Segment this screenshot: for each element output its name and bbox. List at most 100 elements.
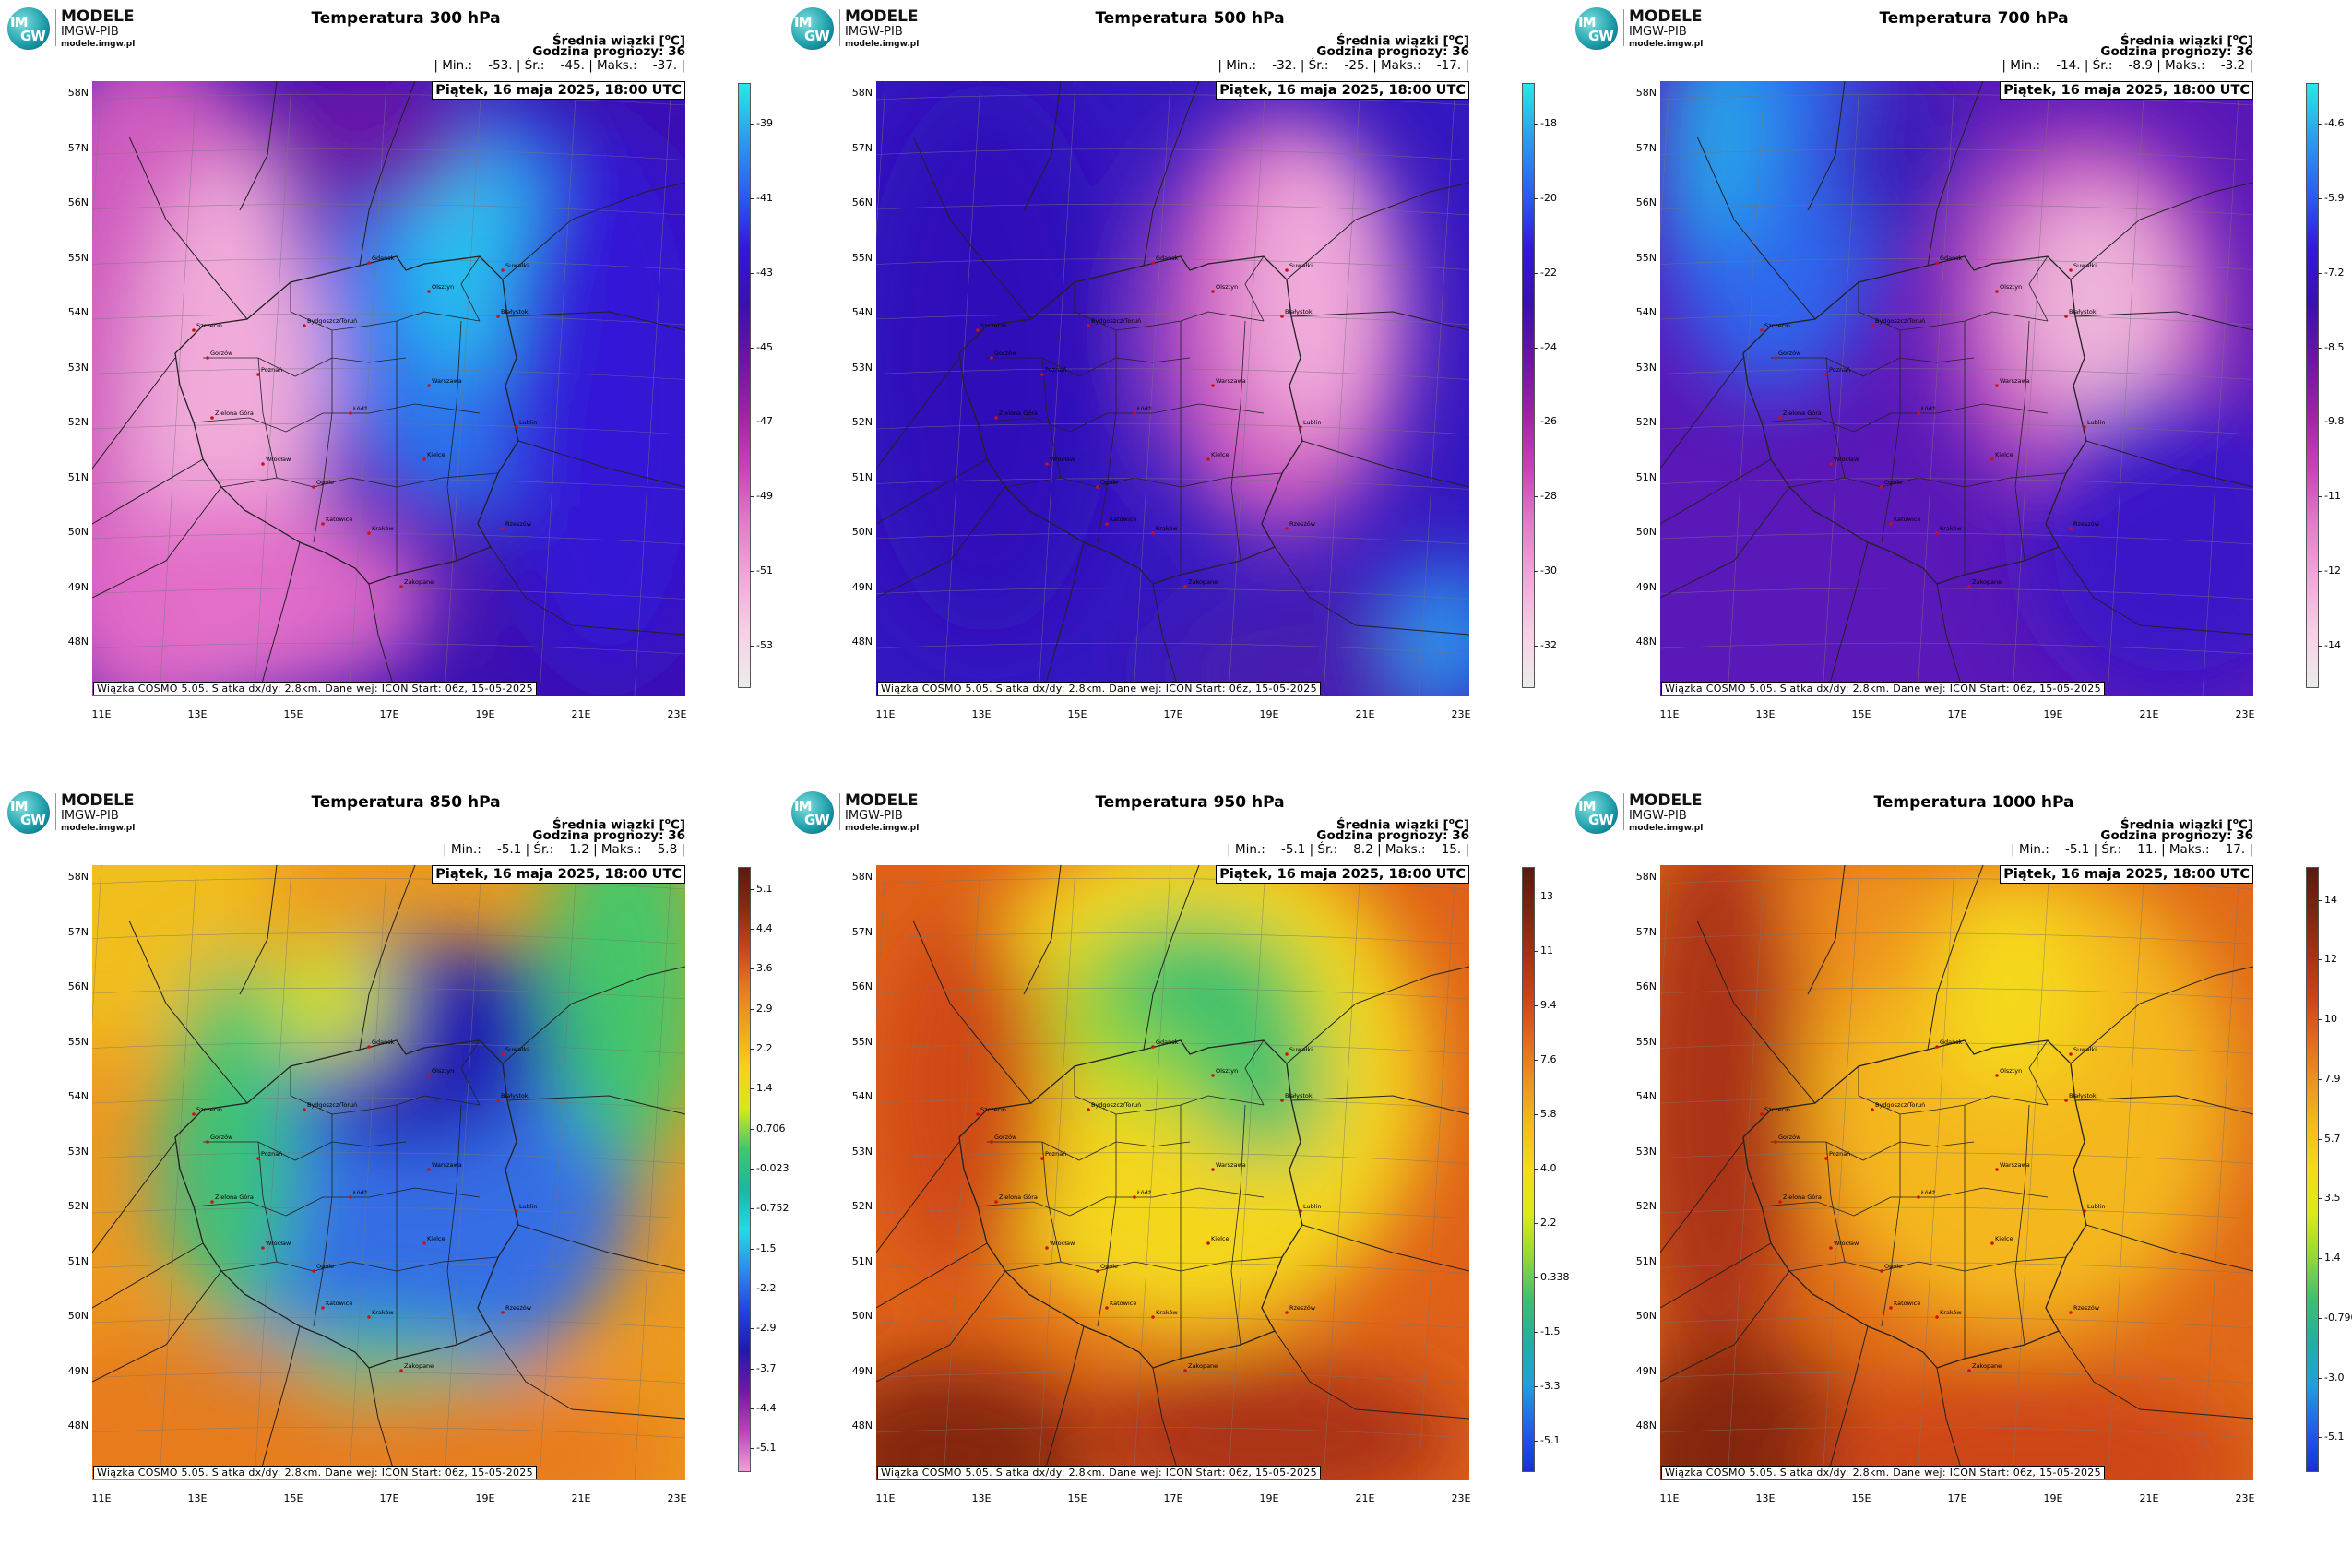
latitude-label: 53N bbox=[67, 1145, 89, 1158]
colorbar-tick bbox=[2318, 570, 2322, 572]
longitude-label: 13E bbox=[187, 708, 208, 720]
city-label: Olsztyn bbox=[2000, 283, 2022, 291]
logo-emblem-icon: IM GW bbox=[7, 7, 50, 50]
colorbar-label: -5.1 bbox=[2324, 1431, 2345, 1443]
map-canvas: Gdańsk Olsztyn Suwałki Białystok Szczecin Byd… bbox=[876, 81, 1469, 696]
city-marker bbox=[210, 1200, 214, 1204]
colorbar-label: 13 bbox=[1540, 890, 1553, 903]
latitude-label: 51N bbox=[851, 1254, 873, 1267]
city-label: Katowice bbox=[1894, 516, 1920, 523]
valid-date: Piątek, 16 maja 2025, 18:00 UTC bbox=[2000, 865, 2253, 884]
city-label: Zakopane bbox=[1972, 578, 2002, 586]
map-panel: IM GW MODELE IMGW-PIB modele.imgw.pl Temperat… bbox=[1568, 784, 2352, 1568]
city-marker bbox=[1995, 1168, 1999, 1171]
city-label: Gdańsk bbox=[1940, 255, 1963, 262]
city-label: Katowice bbox=[1894, 1300, 1920, 1307]
longitude-label: 21E bbox=[1355, 1492, 1375, 1504]
colorbar-tick bbox=[1534, 124, 1538, 125]
latitude-label: 52N bbox=[851, 1200, 873, 1212]
city-marker bbox=[1990, 1241, 1994, 1245]
latitude-label: 51N bbox=[67, 470, 89, 483]
longitude-label: 15E bbox=[283, 708, 303, 720]
logo-gw-text: GW bbox=[1588, 28, 1614, 44]
latitude-label: 50N bbox=[67, 1310, 89, 1322]
city-label: Rzeszów bbox=[505, 520, 532, 528]
forecast-hour: Godzina prognozy: 36 bbox=[2100, 44, 2253, 59]
colorbar-tick bbox=[1534, 1169, 1538, 1170]
longitude-label: 23E bbox=[1451, 708, 1471, 720]
city-label: Bydgoszcz/Toruń bbox=[1091, 1101, 1141, 1109]
colorbar-label: -45 bbox=[756, 340, 773, 353]
latitude-label: 50N bbox=[1635, 1310, 1657, 1322]
colorbar-label: -41 bbox=[756, 192, 773, 205]
colorbar-tick bbox=[750, 1169, 754, 1170]
city-label: Olsztyn bbox=[432, 283, 454, 291]
longitude-label: 17E bbox=[1947, 1492, 1967, 1504]
colorbar-tick bbox=[750, 1328, 754, 1330]
city-marker bbox=[422, 1241, 426, 1245]
logo-line1: MODELE bbox=[1629, 791, 1703, 810]
city-marker bbox=[427, 384, 431, 387]
city-marker bbox=[1151, 1045, 1155, 1049]
city-marker bbox=[1778, 1200, 1782, 1204]
city-label: Bydgoszcz/Toruń bbox=[1091, 317, 1141, 325]
colorbar-tick bbox=[750, 124, 754, 125]
colorbar-label: 1.4 bbox=[2324, 1252, 2341, 1265]
city-marker bbox=[1105, 1306, 1109, 1310]
city-marker bbox=[1151, 1315, 1155, 1319]
latitude-label: 50N bbox=[1635, 526, 1657, 538]
colorbar-tick bbox=[750, 1248, 754, 1250]
longitude-label: 11E bbox=[875, 708, 896, 720]
city-label: Łódź bbox=[352, 1189, 368, 1196]
colorbar-tick bbox=[1534, 1114, 1538, 1116]
city-marker bbox=[399, 585, 403, 588]
city-marker bbox=[367, 531, 371, 535]
valid-date: Piątek, 16 maja 2025, 18:00 UTC bbox=[1216, 865, 1469, 884]
longitude-label: 11E bbox=[1659, 708, 1680, 720]
colorbar-label: -5.1 bbox=[1540, 1433, 1561, 1446]
city-marker bbox=[1045, 1246, 1049, 1250]
colorbar-tick bbox=[2318, 645, 2322, 647]
latitude-label: 57N bbox=[67, 141, 89, 154]
city-label: Białystok bbox=[1285, 1092, 1313, 1099]
city-marker bbox=[1151, 261, 1155, 265]
city-marker bbox=[427, 1168, 431, 1171]
longitude-label: 15E bbox=[283, 1492, 303, 1504]
latitude-label: 53N bbox=[851, 361, 873, 374]
latitude-label: 58N bbox=[67, 871, 89, 883]
colorbar-label: -1.5 bbox=[1540, 1324, 1561, 1337]
city-label: Poznań bbox=[261, 366, 282, 374]
latitude-label: 51N bbox=[67, 1254, 89, 1267]
colorbar-label: -0.023 bbox=[756, 1162, 790, 1174]
city-marker bbox=[496, 315, 500, 318]
city-marker bbox=[994, 416, 998, 420]
colorbar-label: -0.790 bbox=[2324, 1311, 2352, 1324]
logo-line3: modele.imgw.pl bbox=[1629, 824, 1704, 833]
city-marker bbox=[367, 1315, 371, 1319]
logo-divider bbox=[1623, 793, 1624, 830]
latitude-label: 48N bbox=[851, 1420, 873, 1431]
latitude-label: 54N bbox=[851, 306, 873, 318]
city-marker bbox=[303, 1108, 306, 1111]
logo-gw-text: GW bbox=[1588, 812, 1614, 828]
city-marker bbox=[312, 485, 315, 489]
city-label: Zakopane bbox=[404, 578, 434, 586]
logo-line3: modele.imgw.pl bbox=[845, 40, 920, 49]
colorbar-tick bbox=[750, 1049, 754, 1051]
stats-line: | Min.: -5.1 | Śr.: 8.2 | Maks.: 15. | bbox=[1227, 842, 1469, 857]
colorbar-label: -2.9 bbox=[756, 1322, 777, 1335]
city-marker bbox=[192, 1112, 196, 1116]
city-label: Łódź bbox=[352, 405, 368, 412]
colorbar-tick bbox=[2318, 272, 2322, 274]
colorbar-label: -28 bbox=[1540, 490, 1557, 503]
colorbar-tick bbox=[2318, 1258, 2322, 1260]
city-marker bbox=[256, 373, 260, 376]
city-label: Łódź bbox=[1136, 405, 1152, 412]
colorbar-label: 9.4 bbox=[1540, 999, 1557, 1012]
logo-emblem-icon: IM GW bbox=[791, 791, 834, 834]
valid-date: Piątek, 16 maja 2025, 18:00 UTC bbox=[432, 865, 685, 884]
city-marker bbox=[1280, 1099, 1284, 1102]
latitude-label: 52N bbox=[1635, 1200, 1657, 1212]
city-label: Gdańsk bbox=[1156, 255, 1179, 262]
colorbar-tick bbox=[750, 1368, 754, 1370]
